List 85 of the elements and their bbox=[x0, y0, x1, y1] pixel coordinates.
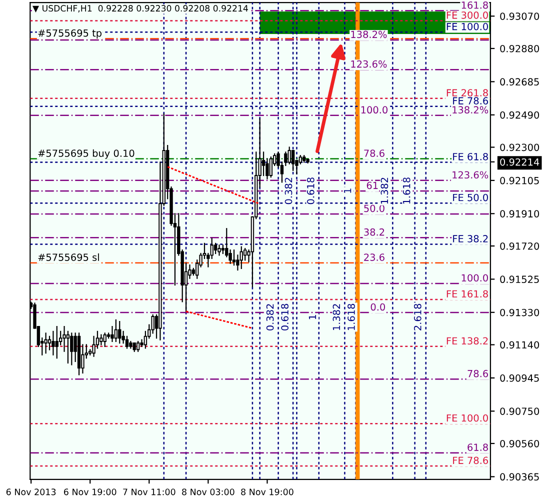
annotation: FE 100.0 bbox=[446, 414, 488, 422]
annotation: 23.6 bbox=[364, 254, 384, 261]
candlestick bbox=[291, 150, 295, 171]
x-tick-label: 8 Nov 03:00 bbox=[182, 488, 234, 496]
annotation: 161.8 bbox=[462, 1, 488, 9]
annotation: 2.618 bbox=[414, 304, 422, 330]
annotation: 38.2 bbox=[364, 228, 384, 236]
candlestick bbox=[288, 146, 291, 164]
y-tick-label: 0.92490 bbox=[500, 111, 540, 119]
annotation: 78.6 bbox=[468, 370, 488, 378]
annotation: 0.618 bbox=[281, 304, 288, 330]
annotation: 100.0 bbox=[361, 106, 388, 114]
annotation: 123.6% bbox=[351, 60, 387, 68]
y-tick-label: 0.90365 bbox=[500, 473, 539, 481]
x-tick-label: 6 Nov 19:00 bbox=[64, 488, 116, 496]
x-tick-label: 7 Nov 11:00 bbox=[123, 488, 176, 496]
annotation: FE 50.0 bbox=[453, 194, 488, 202]
annotation: 1 bbox=[308, 314, 316, 320]
y-tick-label: 0.91720 bbox=[500, 242, 540, 250]
y-tick-label: 0.90560 bbox=[500, 440, 540, 448]
candlestick bbox=[66, 330, 70, 364]
annotation: 1.618 bbox=[402, 178, 410, 204]
annotation: FE 78.6 bbox=[453, 456, 488, 464]
candlestick bbox=[70, 332, 74, 366]
y-tick-label: 0.90945 bbox=[500, 374, 539, 382]
candlestick bbox=[44, 332, 48, 354]
annotation: FE 61.8 bbox=[453, 152, 488, 160]
candlestick bbox=[240, 246, 243, 270]
candlestick bbox=[269, 156, 272, 178]
y-tick-label: 0.92105 bbox=[500, 176, 539, 184]
annotation: 138.2% bbox=[351, 30, 387, 38]
x-tick-label: 8 Nov 19:00 bbox=[241, 488, 294, 496]
y-tick-label: 0.92685 bbox=[500, 78, 539, 86]
y-tick-label: 0.91525 bbox=[500, 276, 539, 284]
candlestick bbox=[140, 339, 144, 347]
annotation: 0.382 bbox=[266, 304, 274, 330]
annotation: 1 bbox=[344, 188, 352, 193]
annotation: FE 138.2 bbox=[446, 337, 488, 345]
candlestick bbox=[218, 244, 221, 256]
annotation: 61.8 bbox=[468, 444, 488, 451]
candlestick bbox=[103, 332, 106, 347]
annotation: FE 38.2 bbox=[453, 235, 488, 242]
candlestick bbox=[52, 330, 55, 356]
annotation: 0.618 bbox=[306, 178, 314, 204]
y-tick-label: 0.92214 bbox=[500, 158, 540, 166]
annotation: 78.6 bbox=[364, 150, 384, 157]
annotation: FE 261.8 bbox=[446, 89, 488, 96]
x-tick-label: 6 Nov 2013 bbox=[6, 488, 56, 496]
candlestick bbox=[210, 238, 214, 259]
annotation: 100.0 bbox=[462, 274, 488, 282]
candlestick bbox=[262, 152, 266, 176]
y-tick-label: 0.92300 bbox=[500, 144, 540, 152]
annotation: #5755695 tp bbox=[38, 29, 102, 39]
y-tick-label: 0.92880 bbox=[500, 44, 540, 52]
annotation: FE 78.6 bbox=[453, 97, 488, 104]
y-tick-label: 0.93070 bbox=[500, 12, 540, 20]
annotation: 50.0 bbox=[364, 204, 384, 212]
annotation: #5755695 buy 0.10 bbox=[38, 149, 134, 159]
candlestick bbox=[225, 228, 228, 258]
annotation: 61 bbox=[366, 182, 378, 190]
candlestick bbox=[214, 242, 218, 254]
candlestick bbox=[136, 340, 140, 352]
candlestick bbox=[55, 326, 58, 359]
y-tick-label: 0.91140 bbox=[500, 341, 540, 349]
candlestick bbox=[232, 250, 236, 266]
annotation: #5755695 sl bbox=[38, 253, 99, 261]
y-tick-label: 0.90750 bbox=[500, 408, 540, 415]
annotation: FE 161.8 bbox=[446, 290, 488, 298]
candlestick bbox=[62, 326, 66, 352]
annotation: 138.2% bbox=[452, 106, 488, 114]
y-tick-label: 0.91910 bbox=[500, 210, 540, 218]
candlestick bbox=[118, 321, 122, 344]
annotation: 0.382 bbox=[284, 178, 292, 204]
annotation: 0.0 bbox=[370, 303, 385, 311]
candlestick bbox=[110, 326, 114, 342]
annotation: FE 300.0 bbox=[446, 11, 488, 19]
annotation: 1.618 bbox=[348, 304, 355, 330]
annotation: FE 100.0 bbox=[446, 22, 488, 30]
annotation: 1.382 bbox=[380, 178, 388, 204]
candlestick bbox=[114, 319, 118, 342]
candlestick bbox=[100, 334, 103, 346]
annotation: 123.6% bbox=[452, 171, 488, 179]
annotation: 1.382 bbox=[332, 304, 340, 330]
chart-title: ▼ USDCHF,H1 0.92228 0.92230 0.92208 0.92214 bbox=[32, 5, 248, 12]
y-tick-label: 0.91330 bbox=[500, 308, 540, 316]
